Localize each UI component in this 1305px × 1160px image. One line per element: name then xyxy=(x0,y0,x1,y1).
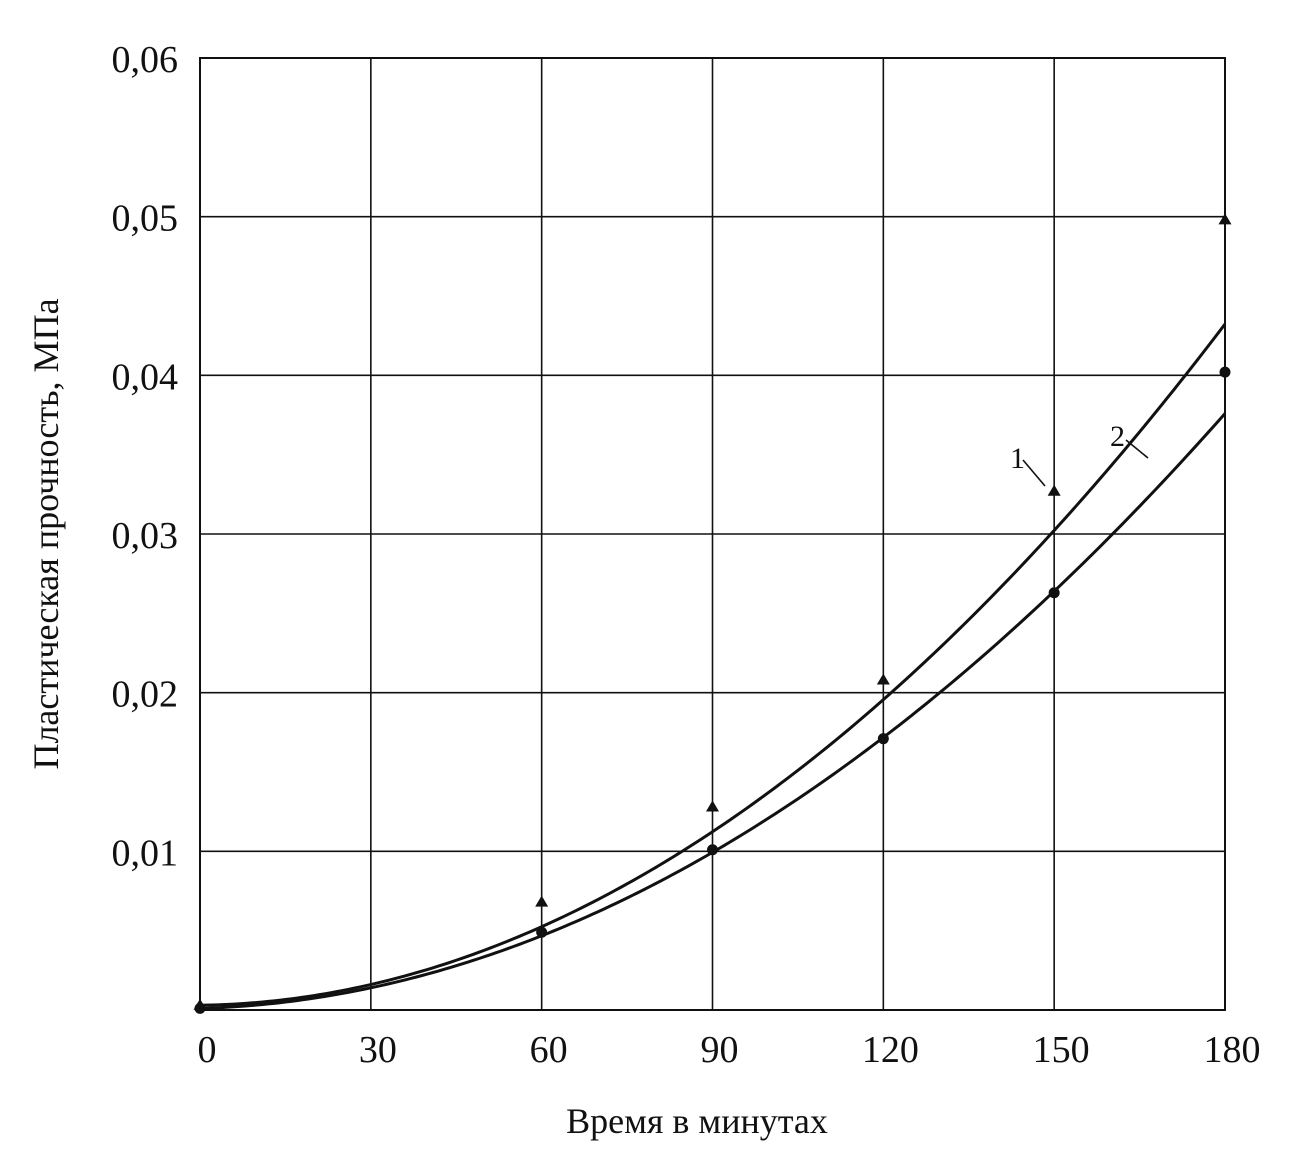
series-1-point xyxy=(876,673,890,685)
markers xyxy=(193,213,1232,1014)
x-tick-label: 30 xyxy=(359,1029,397,1071)
x-tick-label: 120 xyxy=(862,1029,919,1071)
y-tick-label: 0,03 xyxy=(112,515,179,557)
series-2-point xyxy=(877,733,889,745)
plot-frame xyxy=(199,57,1226,1011)
x-tick-label: 180 xyxy=(1204,1029,1261,1071)
y-tick-label: 0,05 xyxy=(112,198,179,240)
x-tick-label: 90 xyxy=(701,1029,739,1071)
series-2-point xyxy=(707,844,718,856)
series-2-point xyxy=(194,1002,206,1014)
y-tick-label: 0,04 xyxy=(112,356,179,398)
y-axis-title: Пластическая прочность, МПа xyxy=(26,298,66,769)
grid xyxy=(200,58,1225,1010)
y-tick-label: 0,06 xyxy=(112,39,179,81)
series-1-point xyxy=(535,895,549,907)
series-1-line xyxy=(199,323,1227,1007)
series-2-point xyxy=(536,926,548,938)
series-2-point xyxy=(1048,587,1060,599)
y-tick-label: 0,01 xyxy=(112,832,179,874)
series-1-label: 1 xyxy=(1010,442,1025,475)
series-1-point xyxy=(706,800,719,812)
y-axis-ticks: 0,01 0,02 0,03 0,04 0,05 0,06 xyxy=(112,39,179,874)
x-tick-label: 150 xyxy=(1033,1029,1090,1071)
series-2-point xyxy=(1219,366,1231,378)
x-axis-ticks: 0 30 60 90 120 150 180 xyxy=(198,1029,1261,1071)
y-tick-label: 0,02 xyxy=(112,674,179,716)
x-axis-title: Время в минутах xyxy=(566,1101,828,1141)
series-1-point xyxy=(1047,484,1061,496)
series-labels: 12 xyxy=(1010,420,1149,487)
x-tick-label: 0 xyxy=(198,1029,217,1071)
x-tick-label: 60 xyxy=(530,1029,568,1071)
series-1-point xyxy=(1218,213,1232,225)
series-2-leader xyxy=(1125,439,1149,459)
series-1-leader xyxy=(1022,459,1046,487)
series-2-label: 2 xyxy=(1110,420,1125,453)
